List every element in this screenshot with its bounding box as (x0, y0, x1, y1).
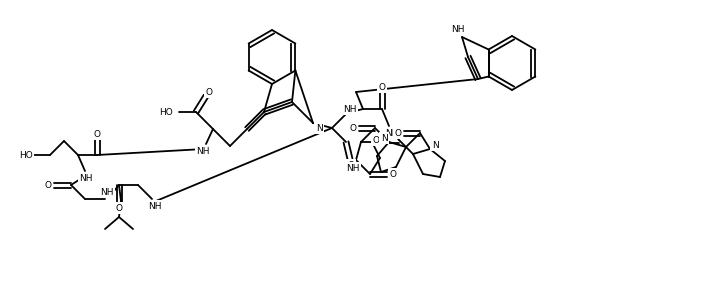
Text: O: O (394, 128, 401, 138)
Text: N: N (316, 123, 323, 133)
Text: O: O (94, 130, 101, 139)
Text: HO: HO (160, 107, 173, 117)
Text: HO: HO (19, 150, 33, 160)
Text: NH: NH (79, 173, 93, 183)
Text: NH: NH (100, 187, 113, 197)
Text: NH: NH (343, 104, 357, 113)
Text: NH: NH (196, 147, 210, 155)
Text: O: O (372, 136, 379, 144)
Text: O: O (350, 123, 357, 133)
Text: O: O (389, 170, 396, 178)
Text: NH: NH (346, 163, 359, 173)
Text: NH: NH (385, 128, 398, 138)
Text: O: O (206, 88, 213, 96)
Text: N: N (381, 133, 387, 142)
Text: NH: NH (148, 202, 162, 210)
Text: NH: NH (451, 25, 465, 33)
Text: O: O (116, 204, 123, 213)
Text: O: O (379, 83, 386, 91)
Text: N: N (432, 141, 438, 149)
Text: O: O (347, 160, 354, 170)
Text: O: O (45, 181, 52, 189)
